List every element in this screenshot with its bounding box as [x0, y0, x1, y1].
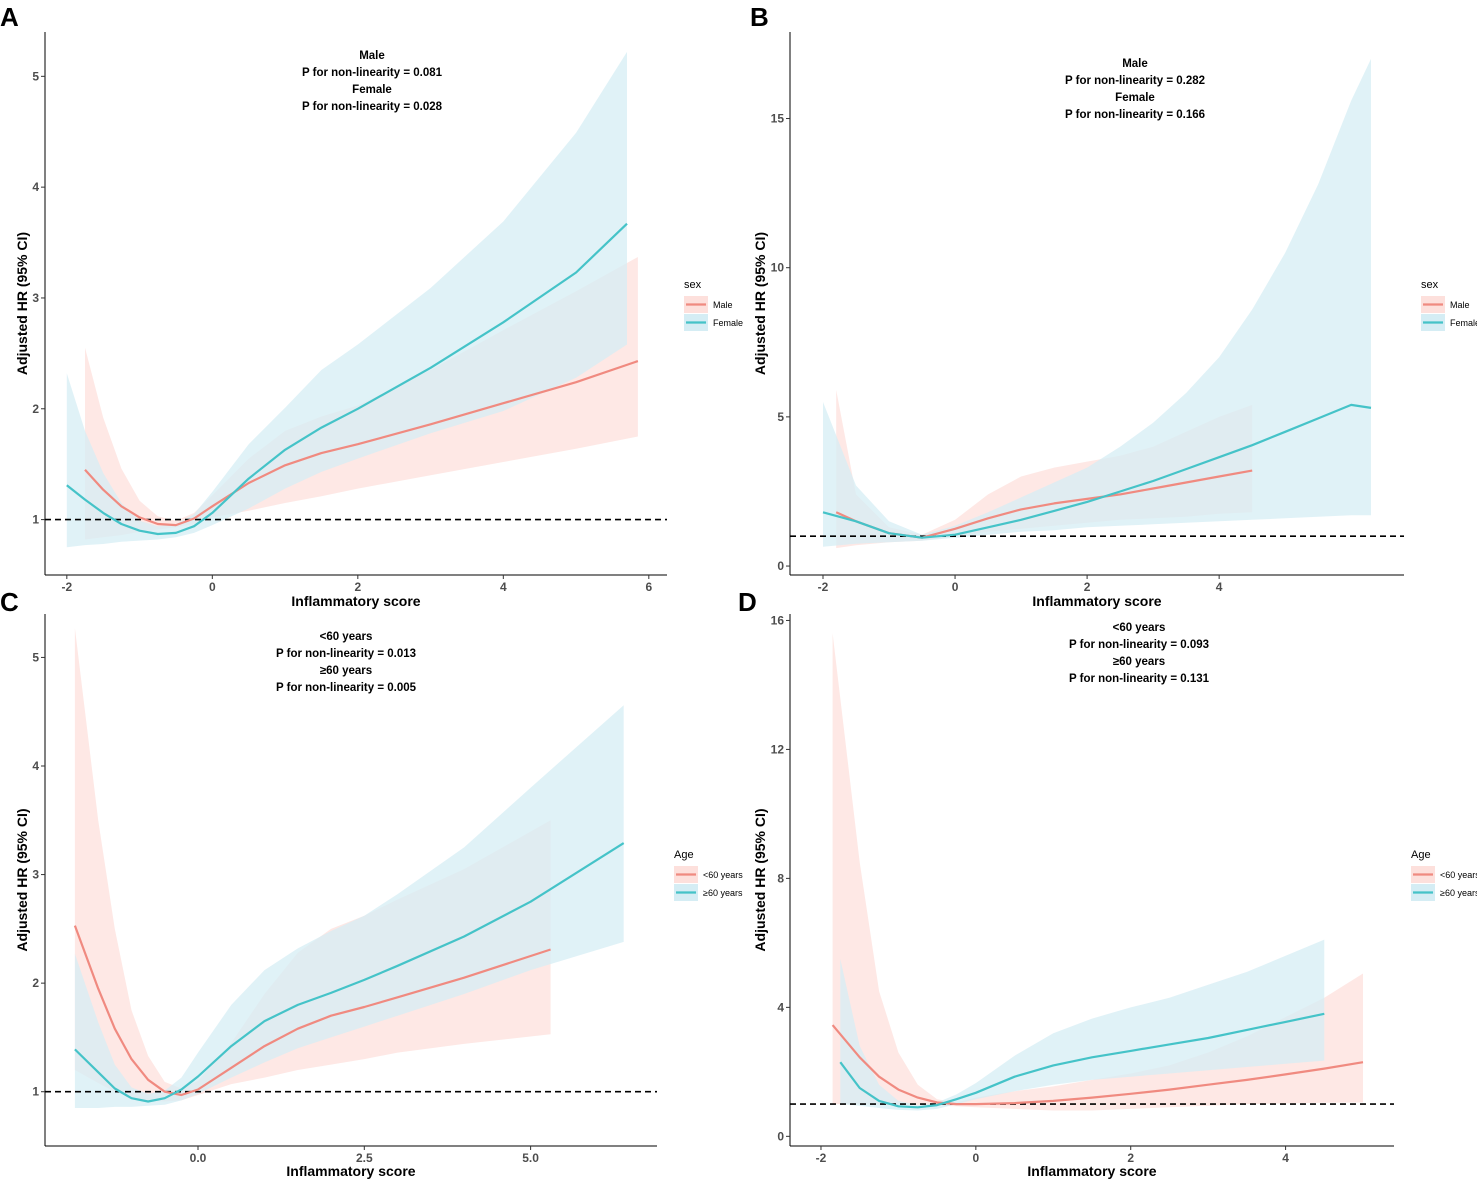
- y-tick-label: 4: [32, 759, 39, 773]
- x-tick-label: 4: [1216, 580, 1223, 594]
- legend-label: Male: [1450, 300, 1470, 310]
- legend-label: <60 years: [703, 870, 743, 880]
- x-tick-label: 5.0: [522, 1151, 539, 1165]
- x-tick-label: -2: [816, 1151, 827, 1165]
- y-tick-label: 10: [771, 261, 785, 275]
- annotation-line: Female: [1115, 92, 1155, 104]
- y-tick-label: 4: [32, 180, 39, 194]
- y-tick-label: 4: [777, 1000, 784, 1014]
- y-tick-label: 8: [777, 871, 784, 885]
- panel-C: C 0.0 2.5 5.0 1 2 3 4 5 Inflammatory score Adjuste…: [0, 587, 743, 1179]
- x-tick-label: 4: [500, 580, 507, 594]
- panel-letter: B: [750, 2, 769, 32]
- y-tick-label: 0: [777, 559, 784, 573]
- panel-letter: C: [0, 587, 19, 617]
- y-tick-label: 1: [32, 1085, 39, 1099]
- y-tick-label: 5: [32, 69, 39, 83]
- ci-band-1: [832, 633, 1363, 1111]
- y-axis-title: Adjusted HR (95% CI): [752, 232, 768, 375]
- legend: Age <60 years ≥60 years: [674, 849, 743, 901]
- x-tick-label: 6: [645, 580, 652, 594]
- legend-title: Age: [674, 849, 694, 861]
- annotation-line: P for non-linearity = 0.005: [276, 682, 417, 694]
- x-tick-label: 2: [1084, 580, 1091, 594]
- y-tick-label: 0: [777, 1129, 784, 1143]
- x-tick-label: 2: [354, 580, 361, 594]
- y-tick-label: 2: [32, 976, 39, 990]
- y-axis-title: Adjusted HR (95% CI): [14, 232, 30, 375]
- annotation-line: P for non-linearity = 0.028: [302, 101, 443, 113]
- annotation-line: <60 years: [1113, 622, 1166, 634]
- y-tick-label: 3: [32, 868, 39, 882]
- legend-title: sex: [684, 279, 702, 291]
- plot-area: [790, 633, 1394, 1111]
- x-tick-label: 0: [209, 580, 216, 594]
- x-tick-label: 4: [1282, 1151, 1289, 1165]
- annotation-line: P for non-linearity = 0.013: [276, 648, 416, 660]
- y-tick-label: 2: [32, 402, 39, 416]
- panel-A: A -2 0 2 4 6 1 2 3 4 5 Inflammatory score Adjusted H…: [0, 2, 743, 609]
- x-axis-title: Inflammatory score: [1032, 593, 1161, 609]
- x-tick-label: 0: [952, 580, 959, 594]
- legend-label: Male: [713, 300, 733, 310]
- ci-band-2: [823, 58, 1371, 547]
- x-tick-label: 2.5: [356, 1151, 373, 1165]
- y-tick-label: 1: [32, 513, 39, 527]
- legend-label: <60 years: [1440, 870, 1477, 880]
- legend-title: Age: [1411, 849, 1431, 861]
- x-tick-label: -2: [818, 580, 829, 594]
- legend: sex Male Female: [684, 279, 743, 331]
- legend-label: Female: [1450, 318, 1477, 328]
- series-line-2: [74, 842, 625, 1103]
- y-tick-label: 5: [32, 650, 39, 664]
- ci-band-2: [66, 51, 628, 548]
- x-axis-title: Inflammatory score: [286, 1163, 415, 1179]
- legend-label: ≥60 years: [703, 888, 743, 898]
- annotation-line: Female: [352, 84, 392, 96]
- plot-area: [45, 51, 667, 548]
- legend: Age <60 years ≥60 years: [1411, 849, 1477, 901]
- y-axis-title: Adjusted HR (95% CI): [752, 808, 768, 951]
- legend-title: sex: [1421, 279, 1439, 291]
- annotation-line: <60 years: [320, 631, 373, 643]
- y-axis-title: Adjusted HR (95% CI): [14, 808, 30, 951]
- y-tick-label: 16: [771, 613, 785, 627]
- annotation-line: ≥60 years: [1113, 656, 1165, 668]
- annotation-line: Male: [1122, 58, 1148, 70]
- panel-letter: D: [738, 587, 757, 617]
- ci-band-2: [840, 939, 1325, 1111]
- annotation-line: ≥60 years: [320, 665, 372, 677]
- y-tick-label: 12: [771, 742, 785, 756]
- series-line-2: [66, 222, 628, 536]
- panel-B: B -2 0 2 4 0 5 10 15 Inflammatory score Adjusted H…: [750, 2, 1477, 609]
- plot-area: [45, 628, 657, 1108]
- panel-letter: A: [0, 2, 19, 32]
- x-tick-label: 2: [1127, 1151, 1134, 1165]
- x-axis-title: Inflammatory score: [1027, 1163, 1156, 1179]
- annotation-line: Male: [359, 50, 385, 62]
- x-tick-label: -2: [61, 580, 72, 594]
- annotation-line: P for non-linearity = 0.131: [1069, 673, 1210, 685]
- y-tick-label: 5: [777, 410, 784, 424]
- annotation-line: P for non-linearity = 0.093: [1069, 639, 1209, 651]
- annotation-line: P for non-linearity = 0.282: [1065, 75, 1205, 87]
- x-axis-title: Inflammatory score: [291, 593, 420, 609]
- ci-band-2: [74, 705, 624, 1108]
- plot-area: [790, 58, 1404, 549]
- x-tick-label: 0: [973, 1151, 980, 1165]
- series-line-1: [73, 925, 551, 1097]
- annotation-line: P for non-linearity = 0.166: [1065, 109, 1205, 121]
- x-tick-label: 0.0: [190, 1151, 207, 1165]
- legend-label: ≥60 years: [1440, 888, 1477, 898]
- series-line-2: [839, 1012, 1325, 1109]
- y-tick-label: 15: [771, 112, 785, 126]
- series-line-2: [822, 403, 1372, 539]
- panel-D: D -2 0 2 4 0 4 8 12 16 Inflammatory score Adjusted …: [738, 587, 1477, 1179]
- legend-label: Female: [713, 318, 743, 328]
- legend: sex Male Female: [1421, 279, 1477, 331]
- series-line-1: [831, 1024, 1364, 1106]
- annotation-line: P for non-linearity = 0.081: [302, 67, 443, 79]
- y-tick-label: 3: [32, 291, 39, 305]
